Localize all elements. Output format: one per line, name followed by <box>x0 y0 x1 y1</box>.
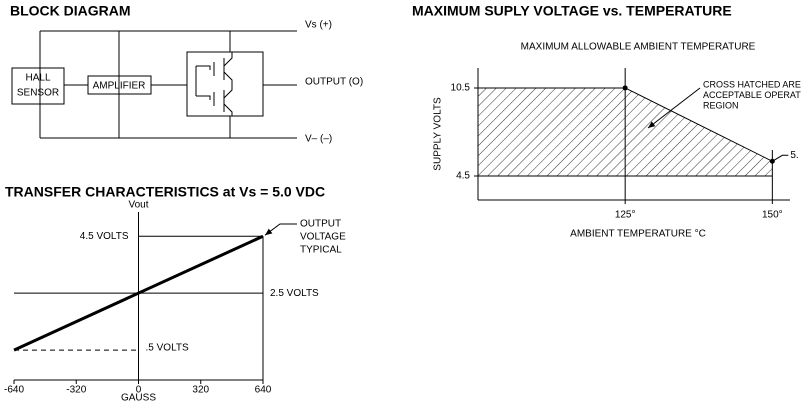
sensor-label: SENSOR <box>17 88 59 99</box>
annotation: CROSS HATCHED ARE <box>703 79 801 89</box>
hall-sensor-box <box>11 67 65 105</box>
point-label: 5. <box>790 150 798 161</box>
x-axis-label: GAUSS <box>121 393 156 404</box>
x-tick-label: 320 <box>192 385 209 396</box>
amplifier-box <box>87 75 152 95</box>
amplifier-label: AMPLIFIER <box>93 81 146 92</box>
leader <box>772 154 789 162</box>
supply-negative: V– (–) <box>305 134 332 145</box>
chart-title: TRANSFER CHARACTERISTICS at Vs = 5.0 VDC <box>5 184 325 200</box>
leader <box>264 223 297 236</box>
x-tick-label: 150° <box>762 210 783 221</box>
annotation: REGION <box>703 100 739 110</box>
y-tick-label: .5 VOLTS <box>146 343 189 354</box>
x-tick-label: 125° <box>615 210 636 221</box>
transistor-symbols <box>195 52 233 116</box>
y-tick-label: 10.5 <box>451 83 471 94</box>
annotation: OUTPUT <box>300 219 341 230</box>
wiring <box>39 30 297 139</box>
block-diagram: BLOCK DIAGRAM HALL SENSOR AMPLIFIER Vs (… <box>10 3 363 145</box>
x-axis-label: AMBIENT TEMPERATURE °C <box>570 229 706 240</box>
chart-subtitle: MAXIMUM ALLOWABLE AMBIENT TEMPERATURE <box>521 42 756 53</box>
point <box>622 85 628 91</box>
x-tick-label: 0 <box>136 385 142 396</box>
annotation: ACCEPTABLE OPERAT <box>703 90 801 100</box>
sensor-label: HALL <box>25 73 50 84</box>
supply-positive: Vs (+) <box>305 20 332 31</box>
y-tick-label: 4.5 VOLTS <box>80 231 129 242</box>
y-tick-label: 4.5 <box>456 171 470 182</box>
annotation: VOLTAGE <box>300 232 346 243</box>
transfer-line <box>13 234 264 352</box>
chart-title: MAXIMUM SUPLY VOLTAGE vs. TEMPERATURE <box>412 3 732 19</box>
y-axis-label: SUPPLY VOLTS <box>433 97 444 171</box>
y-axis-label: Vout <box>128 200 148 211</box>
section-title: BLOCK DIAGRAM <box>10 3 131 19</box>
output-stage-box <box>186 51 264 117</box>
x-tick-label: 640 <box>255 385 272 396</box>
leader <box>647 87 701 129</box>
x-tick-label: -320 <box>66 385 86 396</box>
y-tick-label: 2.5 VOLTS <box>270 288 319 299</box>
annotation: TYPICAL <box>300 245 342 256</box>
x-tick-label: -640 <box>4 385 24 396</box>
output-label: OUTPUT (O) <box>305 77 363 88</box>
